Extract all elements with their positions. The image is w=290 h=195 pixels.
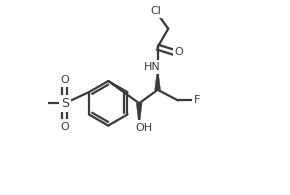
Text: OH: OH <box>135 122 152 133</box>
Polygon shape <box>155 67 160 90</box>
Text: Cl: Cl <box>150 6 161 16</box>
Text: O: O <box>175 47 184 57</box>
Text: O: O <box>60 75 69 85</box>
Text: F: F <box>194 95 201 105</box>
Text: S: S <box>61 97 69 110</box>
Text: O: O <box>60 121 69 132</box>
Text: HN: HN <box>144 62 161 72</box>
Polygon shape <box>136 103 142 127</box>
